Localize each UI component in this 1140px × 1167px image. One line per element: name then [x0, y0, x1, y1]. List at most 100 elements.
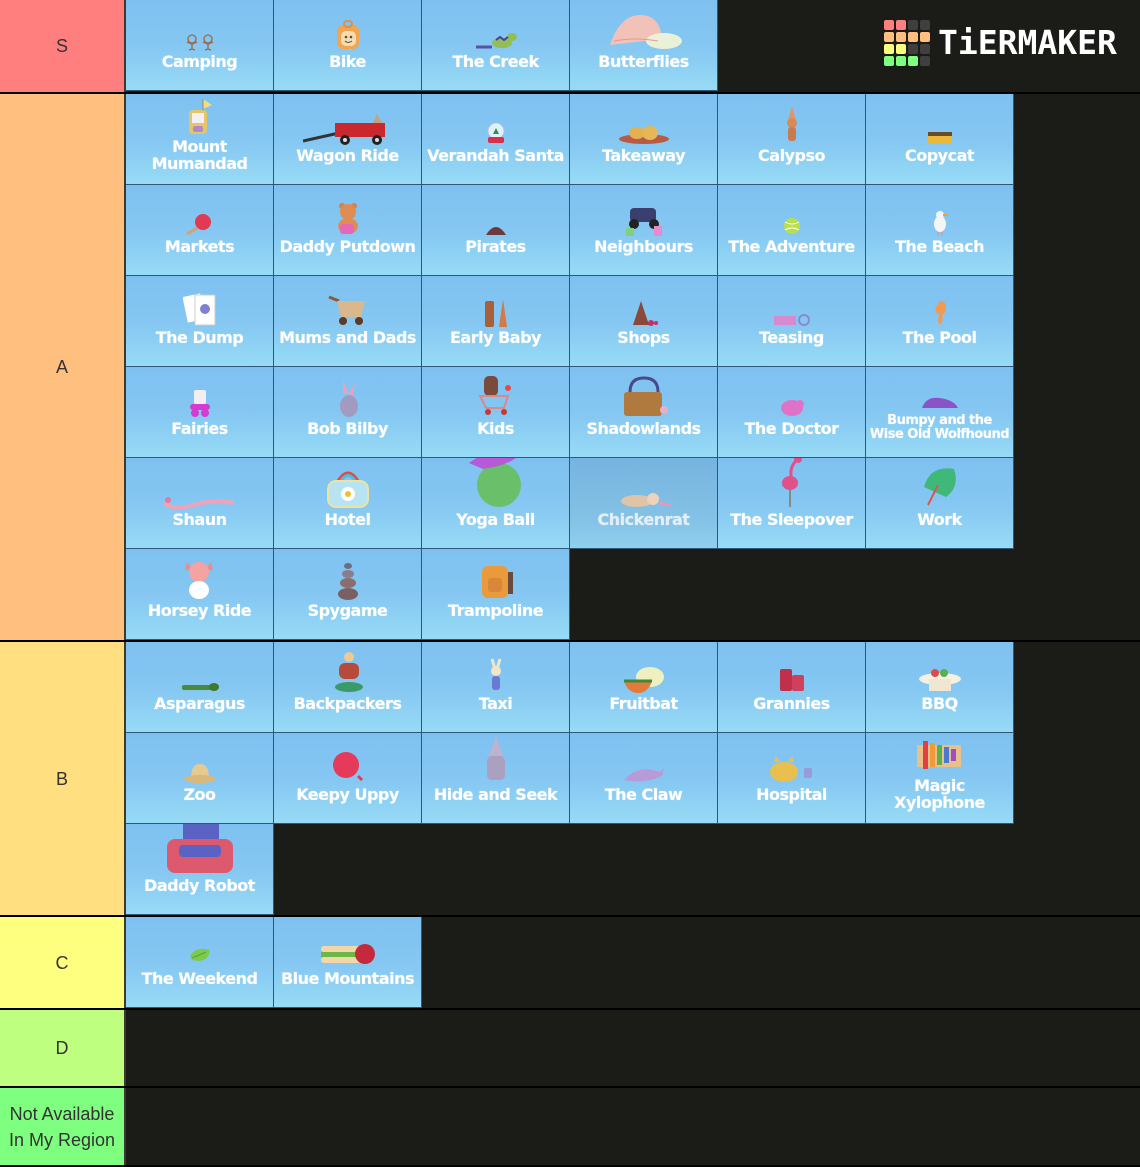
ball-with-hat-icon — [467, 458, 525, 509]
tier-items-dropzone[interactable]: Mount Mumandad Wagon Ride Verandah Santa Ta… — [126, 94, 1014, 640]
stick-figures-drawing-icon — [183, 21, 217, 51]
tier-item-card[interactable]: Mount Mumandad — [126, 94, 274, 185]
tier-item-card[interactable]: Bumpy and the Wise Old Wolfhound — [866, 367, 1014, 458]
tier-item-card[interactable]: Hide and Seek — [422, 733, 570, 824]
tier-item-card[interactable]: The Adventure — [718, 185, 866, 276]
tier-item-card[interactable]: Verandah Santa — [422, 94, 570, 185]
tier-item-card[interactable]: Daddy Putdown — [274, 185, 422, 276]
tier-row-a: A Mount Mumandad Wagon Ride Verandah Santa T… — [0, 94, 1140, 642]
tier-item-card[interactable]: Camping — [126, 0, 274, 91]
tier-item-card[interactable]: Kids — [422, 367, 570, 458]
tier-item-card[interactable]: Asparagus — [126, 642, 274, 733]
toy-tube-icon — [772, 297, 812, 327]
tier-item-title: Trampoline — [447, 600, 544, 620]
tier-item-card[interactable]: Markets — [126, 185, 274, 276]
tier-item-card[interactable]: Copycat — [866, 94, 1014, 185]
tier-item-card[interactable]: Work — [866, 458, 1014, 549]
tier-label[interactable]: D — [0, 1010, 126, 1086]
tier-item-title: Pirates — [465, 236, 526, 256]
tier-label[interactable]: B — [0, 642, 126, 915]
tier-item-card[interactable]: Backpackers — [274, 642, 422, 733]
logo-grid-square — [908, 56, 918, 66]
logo-grid-square — [896, 56, 906, 66]
tier-item-card[interactable]: Bike — [274, 0, 422, 91]
tier-item-card[interactable]: Chickenrat — [570, 458, 718, 549]
tier-item-title: Butterflies — [598, 51, 689, 71]
tier-item-title: The Claw — [604, 784, 683, 804]
tier-item-card[interactable]: The Sleepover — [718, 458, 866, 549]
tier-item-card[interactable]: BBQ — [866, 642, 1014, 733]
tier-item-card[interactable]: Pirates — [422, 185, 570, 276]
green-umbrella-icon — [920, 467, 960, 509]
tier-item-card[interactable]: Shaun — [126, 458, 274, 549]
tier-item-card[interactable]: Calypso — [718, 94, 866, 185]
tier-items-dropzone[interactable]: Camping Bike The Creek Butterflies — [126, 0, 1014, 92]
tier-item-title: Hide and Seek — [433, 784, 558, 804]
tennis-ball-icon — [782, 206, 802, 236]
logo-grid-square — [920, 44, 930, 54]
tier-item-title: Mums and Dads — [279, 327, 416, 347]
tier-item-card[interactable]: Wagon Ride — [274, 94, 422, 185]
tier-item-card[interactable]: Bob Bilby — [274, 367, 422, 458]
tier-item-card[interactable]: Grannies — [718, 642, 866, 733]
leaf-bug-icon — [188, 938, 212, 968]
tier-items-dropzone[interactable]: Asparagus Backpackers Taxi Fruitbat Grannies… — [126, 642, 1014, 915]
tier-label[interactable]: Not Available In My Region — [0, 1088, 126, 1165]
cans-icon — [778, 663, 806, 693]
tier-row-b: B Asparagus Backpackers Taxi Fruitbat Grannie… — [0, 642, 1140, 917]
tier-label[interactable]: A — [0, 94, 126, 640]
tier-item-card[interactable]: Keepy Uppy — [274, 733, 422, 824]
tier-item-title: Spygame — [307, 600, 388, 620]
picnic-basket-icon — [618, 375, 670, 418]
tier-item-card[interactable]: Hospital — [718, 733, 866, 824]
tier-item-title: Hotel — [324, 509, 371, 529]
tier-label[interactable]: C — [0, 917, 126, 1008]
logo-grid-square — [896, 32, 906, 42]
tier-item-title: Shaun — [172, 509, 228, 529]
tier-item-card[interactable]: The Weekend — [126, 917, 274, 1008]
tier-item-title: Backpackers — [293, 693, 402, 713]
tier-item-card[interactable]: Neighbours — [570, 185, 718, 276]
tier-item-card[interactable]: Daddy Robot — [126, 824, 274, 915]
logo-grid-square — [920, 56, 930, 66]
seahorse-icon — [932, 297, 948, 327]
tier-items-dropzone[interactable] — [126, 1010, 1014, 1086]
tier-item-card[interactable]: The Claw — [570, 733, 718, 824]
tier-item-card[interactable]: Teasing — [718, 276, 866, 367]
tier-item-card[interactable]: Shadowlands — [570, 367, 718, 458]
tier-item-title: Copycat — [904, 145, 975, 165]
tier-item-card[interactable]: Zoo — [126, 733, 274, 824]
tier-item-card[interactable]: The Creek — [422, 0, 570, 91]
stone-statue-icon — [482, 735, 510, 784]
snow-globe-icon — [485, 115, 507, 145]
tier-item-card[interactable]: Takeaway — [570, 94, 718, 185]
tier-item-card[interactable]: Mums and Dads — [274, 276, 422, 367]
tier-label[interactable]: S — [0, 0, 126, 92]
tier-item-card[interactable]: The Dump — [126, 276, 274, 367]
tier-item-card[interactable]: Early Baby — [422, 276, 570, 367]
tier-item-card[interactable]: Magic Xylophone — [866, 733, 1014, 824]
logo-grid-square — [908, 20, 918, 30]
tier-item-card[interactable]: Hotel — [274, 458, 422, 549]
tier-items-dropzone[interactable] — [126, 1088, 1014, 1165]
orange-backpack-icon — [478, 565, 514, 600]
bbq-plate-icon — [917, 663, 963, 693]
tier-item-card[interactable]: Fairies — [126, 367, 274, 458]
stone-stack-icon — [336, 562, 360, 600]
shopping-cart-icon — [476, 375, 516, 418]
tier-item-card[interactable]: The Beach — [866, 185, 1014, 276]
tier-item-title: Bike — [329, 51, 366, 71]
tier-item-card[interactable]: Horsey Ride — [126, 549, 274, 640]
tier-item-card[interactable]: Fruitbat — [570, 642, 718, 733]
tier-item-card[interactable]: The Doctor — [718, 367, 866, 458]
tier-item-card[interactable]: Spygame — [274, 549, 422, 640]
tier-item-card[interactable]: Shops — [570, 276, 718, 367]
tier-item-card[interactable]: Taxi — [422, 642, 570, 733]
tier-item-card[interactable]: The Pool — [866, 276, 1014, 367]
tier-item-card[interactable]: Trampoline — [422, 549, 570, 640]
tier-items-dropzone[interactable]: The Weekend Blue Mountains — [126, 917, 1014, 1008]
tier-item-card[interactable]: Yoga Ball — [422, 458, 570, 549]
tier-item-card[interactable]: Blue Mountains — [274, 917, 422, 1008]
tier-item-card[interactable]: Butterflies — [570, 0, 718, 91]
tier-item-title: Daddy Putdown — [279, 236, 416, 256]
